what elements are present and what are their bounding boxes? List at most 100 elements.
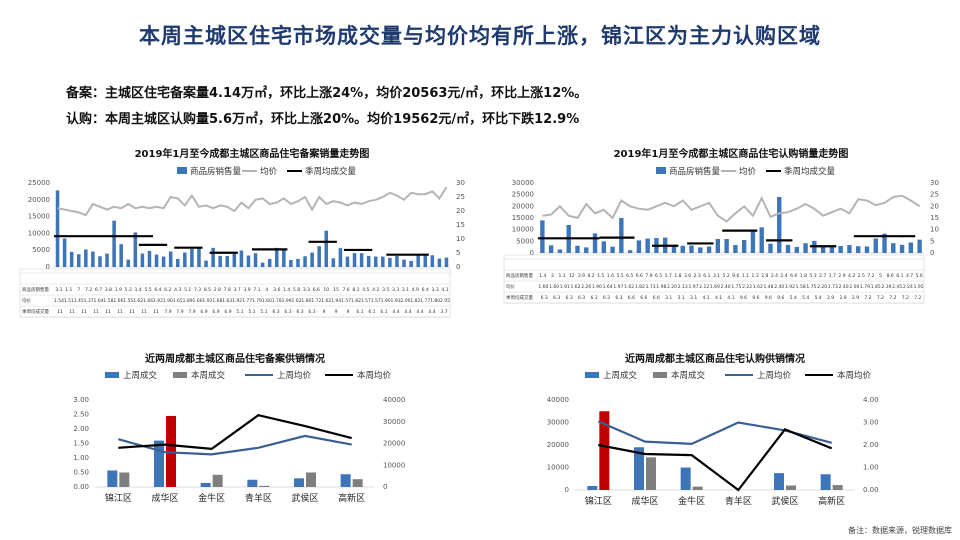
table-cell: 1.58	[103, 298, 113, 304]
volume-bar	[225, 255, 230, 267]
volume-bar	[584, 247, 589, 253]
this-week-bar	[352, 479, 363, 487]
table-cell: 5.5	[616, 273, 623, 279]
table-row-label: 商品房销售量	[506, 272, 533, 279]
table-cell: 7.2	[902, 295, 909, 301]
table-cell: 1.90	[163, 298, 173, 304]
table-cell: 3.1	[665, 295, 672, 301]
table-cell: 11	[153, 309, 159, 315]
volume-bar	[627, 250, 633, 253]
category-label: 成华区	[151, 492, 178, 504]
volume-bar	[260, 262, 265, 267]
legend-label: 季周均成交量	[784, 166, 836, 177]
category-label: 锦江区	[585, 495, 612, 507]
table-cell: 1.57	[341, 298, 351, 304]
chart-title: 近两周成都主城区商品住宅认购供销情况	[625, 352, 805, 365]
table-cell: 6.3	[615, 295, 622, 301]
table-cell: 6.1	[703, 273, 710, 279]
table-cell: 5.4	[815, 295, 822, 301]
volume-bar	[680, 245, 685, 253]
table-cell: 7.2	[867, 273, 874, 279]
table-cell: 6.6	[636, 273, 643, 279]
volume-bar	[619, 218, 624, 253]
table-cell: 7.2	[864, 295, 871, 301]
table-cell: 1.80	[301, 298, 311, 304]
legend-label: 本周均价	[837, 370, 872, 381]
table-cell: 5.2	[125, 287, 132, 293]
y-tick-label: 0.50	[73, 469, 89, 477]
table-cell: 6.1	[368, 309, 375, 315]
table-cell: 6.3	[603, 295, 610, 301]
volume-bar	[112, 220, 116, 267]
table-cell: 2.00	[849, 284, 859, 290]
category-label: 武侯区	[771, 495, 798, 507]
category-label: 青羊区	[725, 495, 752, 507]
table-cell: 1.97	[613, 284, 623, 290]
record-district-chart: 近两周成都主城区商品住宅备案供销情况 上周成交 本周成交 上周均价 本周均价 0.00 0.…	[55, 352, 445, 512]
slide-title: 本周主城区住宅市场成交量与均价均有所上涨，锦江区为主力认购区域	[139, 24, 821, 48]
category-label: 武侯区	[291, 492, 318, 504]
y-tick-label: 0	[46, 263, 50, 271]
table-cell: 1.3	[752, 273, 759, 279]
volume-bar	[689, 245, 694, 253]
volume-bar	[218, 255, 222, 267]
volume-bar	[437, 258, 442, 267]
table-cell: 1.69	[710, 284, 720, 290]
y-tick-label: 5000	[516, 237, 534, 245]
table-cell: 1.77	[420, 298, 430, 304]
volume-bar	[741, 239, 747, 253]
y2-tick-label: 30	[456, 179, 465, 187]
volume-bar	[168, 251, 173, 267]
table-row-label: 季周均成交量	[22, 308, 49, 315]
volume-bar	[62, 238, 67, 267]
volume-bar	[829, 247, 835, 253]
volume-bar	[794, 246, 799, 253]
table-cell: 1.77	[242, 298, 252, 304]
volume-bar	[636, 240, 642, 253]
table-cell: 9.6	[732, 273, 739, 279]
volume-bar	[557, 249, 563, 253]
volume-bar	[882, 233, 887, 253]
legend-label: 上周成交	[123, 370, 158, 381]
table-cell: 1.79	[860, 284, 870, 290]
y-tick-label: 2.50	[73, 411, 89, 419]
table-cell: 2.05	[440, 298, 450, 304]
subscription-trend-chart: 2019年1月至今成都主城区商品住宅认购销量走势图 商品房销售量 均价 季周均成交量 0…	[498, 145, 958, 335]
table-cell: 1.4	[283, 287, 290, 293]
table-cell: 10	[323, 287, 329, 293]
table-cell: 9.6	[740, 295, 747, 301]
volume-bar	[575, 245, 580, 253]
table-cell: 6.6	[640, 295, 647, 301]
volume-bar	[310, 252, 314, 267]
table-cell: 7	[77, 287, 80, 293]
legend-label: 均价	[739, 166, 757, 177]
y2-tick-label: 20000	[383, 440, 405, 448]
table-cell: 1.54	[54, 298, 64, 304]
table-cell: 1.7	[829, 273, 836, 279]
y2-tick-label: 0	[456, 263, 460, 271]
volume-bar	[338, 248, 343, 267]
table-cell: 3.8	[105, 287, 112, 293]
table-cell: 6.3	[553, 295, 560, 301]
y-tick-label: 3.00	[73, 396, 89, 404]
legend-label: 本周成交	[191, 370, 226, 381]
table-cell: 2.40	[774, 284, 784, 290]
table-cell: 5.5	[144, 287, 151, 293]
table-cell: 3.1	[55, 287, 62, 293]
table-cell: 2.4	[771, 273, 778, 279]
table-cell: 6.7	[95, 287, 102, 293]
legend-label: 均价	[260, 166, 278, 177]
volume-bar	[303, 256, 307, 267]
volume-bar	[601, 241, 606, 253]
legend-label: 商品房销售量	[190, 166, 242, 177]
category-label: 成华区	[631, 495, 658, 507]
y2-tick-label: 4.00	[863, 396, 879, 404]
table-cell: 7.2	[877, 295, 884, 301]
legend-label: 商品房销售量	[669, 166, 721, 177]
table-cell: 1.91	[560, 284, 570, 290]
volume-bar	[154, 254, 159, 267]
table-cell: 1.51	[64, 298, 74, 304]
y2-tick-label: 20	[456, 207, 465, 215]
volume-bar	[908, 242, 914, 253]
table-cell: 4.1	[441, 287, 448, 293]
